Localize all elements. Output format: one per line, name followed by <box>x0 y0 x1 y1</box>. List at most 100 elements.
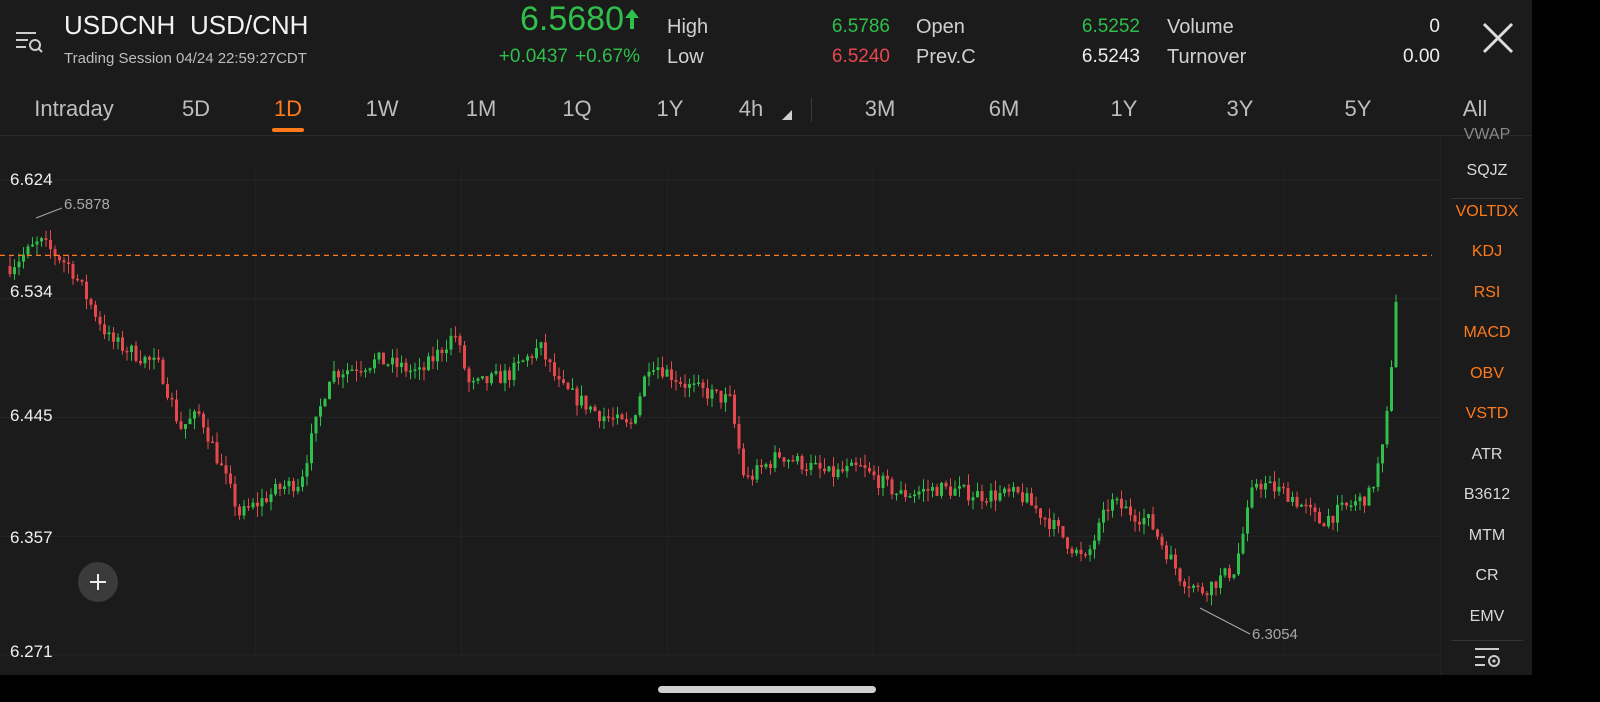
active-tab-underline <box>272 128 304 132</box>
plus-icon[interactable] <box>78 562 118 602</box>
indicator-item-rsi[interactable]: RSI <box>1473 283 1501 301</box>
tab-1w[interactable]: 1W <box>365 96 399 121</box>
candle-body <box>679 381 682 384</box>
candle-body <box>341 374 345 378</box>
tab-4h[interactable]: 4h <box>738 96 764 121</box>
candle-body <box>467 368 471 383</box>
candle-body <box>827 466 831 472</box>
candle-body <box>274 483 277 495</box>
candle-body <box>1174 554 1177 569</box>
candle-body <box>323 399 327 407</box>
home-indicator[interactable] <box>658 686 876 693</box>
candle-body <box>386 364 390 366</box>
indicator-item-sqjz[interactable]: SQJZ <box>1466 162 1508 179</box>
candle-body <box>449 335 453 350</box>
tab-1q[interactable]: 1Q <box>562 96 592 121</box>
candle-body <box>121 337 124 351</box>
candle-body <box>904 490 907 498</box>
candle-body <box>368 368 372 371</box>
last-price-value: 6.5680 <box>520 0 624 38</box>
candle-body <box>58 256 61 261</box>
candle-body <box>544 342 547 360</box>
tab-1m[interactable]: 1M <box>465 96 497 121</box>
candle-body <box>976 491 979 498</box>
candle-body <box>512 362 516 380</box>
tab-3m[interactable]: 3M <box>864 96 896 121</box>
tab-1d[interactable]: 1D <box>273 96 303 121</box>
tab-6m[interactable]: 6M <box>988 96 1020 121</box>
price-change: +0.0437 <box>498 46 568 67</box>
candle-body <box>1376 463 1380 487</box>
candle-body <box>260 498 264 507</box>
candle-body <box>328 381 331 400</box>
candle-body <box>616 414 619 419</box>
candle-body <box>683 383 687 388</box>
candle-body <box>44 238 48 240</box>
candle-body <box>143 356 147 364</box>
tab-intraday[interactable]: Intraday <box>34 96 114 121</box>
indicator-item-cr[interactable]: CR <box>1475 567 1499 584</box>
indicator-item-partial[interactable]: VWAP <box>1463 126 1511 143</box>
tab-1y[interactable]: 1Y <box>656 96 684 121</box>
tab-5d[interactable]: 5D <box>181 96 211 121</box>
dropdown-triangle-icon[interactable] <box>782 110 792 120</box>
candle-body <box>1057 520 1060 527</box>
indicator-item-macd[interactable]: MACD <box>1463 324 1511 341</box>
candle-body <box>665 369 669 377</box>
indicator-item-voltdx[interactable]: VOLTDX <box>1455 202 1519 220</box>
candle-body <box>1066 537 1069 549</box>
close-icon[interactable] <box>1478 18 1518 58</box>
indicator-item-vstd[interactable]: VSTD <box>1465 405 1509 422</box>
candle-body <box>1259 483 1263 490</box>
indicator-item-mtm[interactable]: MTM <box>1468 526 1506 544</box>
tab-3y[interactable]: 3Y <box>1226 96 1254 121</box>
trading-session: Trading Session 04/24 22:59:27CDT <box>64 50 307 67</box>
candle-body <box>859 465 862 467</box>
candle-body <box>364 370 367 372</box>
candle-body <box>1061 526 1065 538</box>
candle-body <box>125 350 129 353</box>
indicator-item-emv[interactable]: EMV <box>1469 607 1505 625</box>
turnover-label: Turnover <box>1167 46 1247 68</box>
candle-body <box>485 376 489 384</box>
candle-body <box>193 411 196 419</box>
candle-body <box>629 422 633 424</box>
candle-body <box>170 397 174 400</box>
candle-body <box>796 456 799 462</box>
tab-1y[interactable]: 1Y <box>1110 96 1138 121</box>
candle-body <box>130 345 133 353</box>
candle-body <box>1313 507 1317 512</box>
indicator-item-obv[interactable]: OBV <box>1470 364 1504 382</box>
candle-body <box>422 367 426 371</box>
indicator-settings-icon[interactable] <box>1473 646 1503 675</box>
candle-body <box>1300 504 1303 507</box>
candle-body <box>674 380 678 382</box>
candle-body <box>782 457 786 462</box>
candle-body <box>845 465 849 472</box>
candle-body <box>1043 517 1047 520</box>
indicator-item-atr[interactable]: ATR <box>1471 445 1503 463</box>
candle-body <box>1030 493 1033 506</box>
low-value: 6.5240 <box>831 46 890 67</box>
indicator-item-kdj[interactable]: KDJ <box>1471 243 1503 260</box>
candle-body <box>310 433 313 464</box>
candle-body <box>1318 511 1321 524</box>
candle-body <box>1336 504 1339 523</box>
candle-body <box>706 388 709 399</box>
tab-5y[interactable]: 5Y <box>1344 96 1372 121</box>
candle-body <box>472 380 475 383</box>
candle-body <box>197 411 201 414</box>
candle-body <box>445 349 448 354</box>
candle-body <box>49 239 52 250</box>
indicator-item-b3612[interactable]: B3612 <box>1463 486 1511 503</box>
candle-body <box>580 395 583 406</box>
candle-body <box>670 369 673 381</box>
candle-body <box>346 370 349 375</box>
candle-body <box>229 473 232 484</box>
candle-body <box>1223 568 1227 576</box>
tab-all[interactable]: All <box>1462 96 1488 121</box>
candlestick-chart[interactable]: 6.624 6.534 6.445 6.357 6.271 6.5878 6.3… <box>0 136 1440 675</box>
symbol-code: USDCNH <box>64 10 176 40</box>
candle-body <box>481 376 484 379</box>
menu-search-icon[interactable] <box>14 26 44 56</box>
